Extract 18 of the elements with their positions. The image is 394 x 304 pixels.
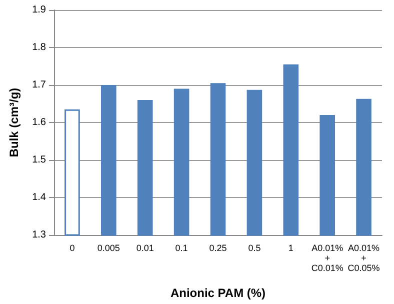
x-tick-label: 0.25	[209, 243, 227, 253]
y-tick-label: 1.4	[32, 192, 46, 203]
y-tick-label: 1.6	[32, 117, 46, 128]
x-tick-label: 1	[288, 243, 294, 253]
x-tick-label: 0.1	[175, 243, 188, 253]
x-tick-label: A0.01% + C0.05%	[348, 243, 380, 273]
y-tick-label: 1.3	[32, 230, 46, 240]
x-tick-label: 0.005	[97, 243, 120, 253]
x-tick-label: 0.5	[248, 243, 261, 253]
y-axis-title: Bulk (cm³/g)	[7, 88, 21, 158]
x-tick-label: 0.01	[136, 243, 154, 253]
y-tick-label: 1.7	[32, 80, 46, 90]
x-tick-label: 0	[70, 243, 75, 253]
x-axis-title: Anionic PAM (%)	[170, 286, 266, 300]
x-tick-label: A0.01% + C0.01%	[311, 243, 344, 273]
y-tick-label: 1.9	[32, 4, 46, 16]
y-tick-label: 1.8	[32, 42, 46, 53]
y-tick-label: 1.5	[32, 154, 46, 166]
